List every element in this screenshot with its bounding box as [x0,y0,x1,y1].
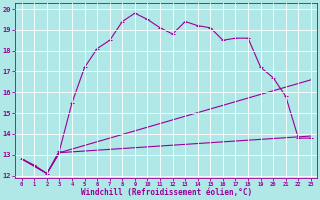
X-axis label: Windchill (Refroidissement éolien,°C): Windchill (Refroidissement éolien,°C) [81,188,252,197]
